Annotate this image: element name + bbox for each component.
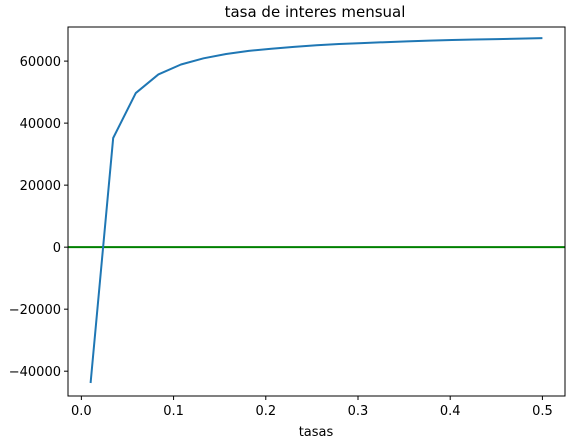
series-layer (89, 37, 543, 384)
plot-frame (67, 26, 566, 397)
series-line (89, 37, 543, 384)
x-tick-label: 0.2 (255, 404, 276, 419)
x-axis-label: tasas (299, 425, 334, 439)
y-tick-label: 60000 (20, 55, 61, 70)
x-tick-label: 0.0 (71, 404, 92, 419)
y-tick-label: 0 (53, 241, 61, 256)
y-tick-label: −20000 (9, 303, 61, 318)
x-tick-label: 0.5 (532, 404, 553, 419)
y-tick-label: 40000 (20, 117, 61, 132)
y-tick-label: 20000 (20, 179, 61, 194)
y-tick-label: −40000 (9, 365, 61, 380)
y-axis: −40000 −20000 0 20000 40000 60000 (9, 55, 68, 380)
x-tick-label: 0.3 (348, 404, 369, 419)
x-tick-label: 0.4 (440, 404, 461, 419)
chart-title: tasa de interes mensual (225, 3, 406, 21)
x-axis: 0.0 0.1 0.2 0.3 0.4 0.5 (71, 396, 553, 419)
x-tick-label: 0.1 (163, 404, 184, 419)
